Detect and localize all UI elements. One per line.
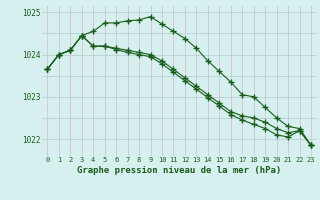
X-axis label: Graphe pression niveau de la mer (hPa): Graphe pression niveau de la mer (hPa) xyxy=(77,166,281,175)
